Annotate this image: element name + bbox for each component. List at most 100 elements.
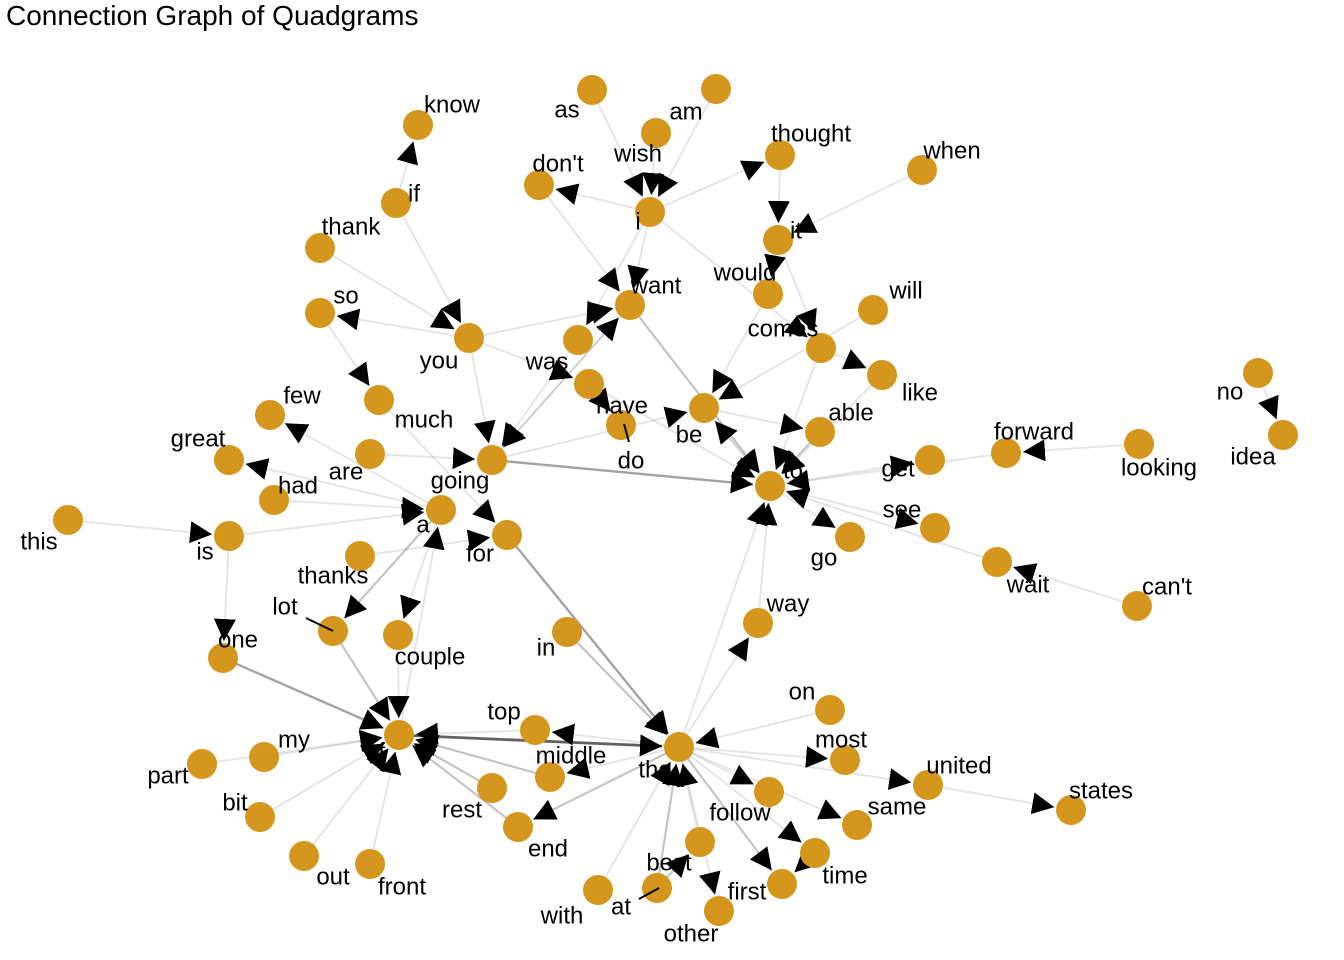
edge-to-to-get xyxy=(769,455,914,487)
node-label-with: with xyxy=(540,902,584,929)
node-to xyxy=(755,471,785,501)
node-label-in: in xyxy=(537,634,556,661)
node-label-comes: comes xyxy=(748,315,819,342)
node-don-t xyxy=(524,170,554,200)
node-bit xyxy=(245,802,275,832)
node-few xyxy=(255,400,285,430)
node-so xyxy=(305,298,335,328)
edge-i-to-comes xyxy=(649,211,809,339)
node-top xyxy=(520,715,550,745)
edge-the-to-top xyxy=(551,723,680,748)
node-label-going: going xyxy=(431,467,490,494)
node-the xyxy=(664,732,694,762)
node-looking xyxy=(1124,429,1154,459)
edge-going-to-be xyxy=(491,406,688,461)
node-label-looking: looking xyxy=(1121,454,1197,481)
node-i xyxy=(635,197,665,227)
node-label-great: great xyxy=(171,425,226,452)
node-label-wait: wait xyxy=(1006,571,1050,598)
node-label-thank: thank xyxy=(322,213,382,240)
node-label-so: so xyxy=(333,282,358,309)
edge-at-to-the xyxy=(655,763,684,889)
edge-wait-to-to xyxy=(785,487,998,563)
edge-are-to-going xyxy=(369,447,476,470)
edge-going-to-to xyxy=(491,458,754,494)
edge-was-to-going xyxy=(501,339,579,447)
node-label-if: if xyxy=(408,180,420,207)
edge-had-to-a xyxy=(273,496,425,519)
node-first xyxy=(767,869,797,899)
node-label-like: like xyxy=(902,379,938,406)
node-label-idea: idea xyxy=(1230,443,1276,470)
edge-top-to-of xyxy=(415,722,536,745)
node-out xyxy=(289,841,319,871)
node-label-other: other xyxy=(664,920,719,947)
edge-much-to-for xyxy=(378,399,497,524)
edge-end-to-of xyxy=(411,744,519,828)
edge-lot-to-of xyxy=(332,630,391,722)
node-label-able: able xyxy=(828,399,873,426)
edge-with-to-the xyxy=(597,761,672,891)
node-label-one: one xyxy=(218,626,258,653)
edge-will-to-be xyxy=(718,309,874,401)
edge-you-to-going xyxy=(468,337,496,444)
node-label-states: states xyxy=(1069,777,1133,804)
edge-you-to-want xyxy=(468,302,614,339)
node-wait xyxy=(982,547,1012,577)
edge-the-to-middle xyxy=(566,746,680,779)
edge-i-to-thought xyxy=(649,160,765,213)
node-label-lot: lot xyxy=(272,593,298,620)
node-label-for: for xyxy=(466,540,494,567)
node-one xyxy=(208,643,238,673)
node-label-thought: thought xyxy=(771,120,851,147)
nodes-layer xyxy=(53,74,1298,926)
edge-is-to-a xyxy=(228,503,425,537)
node-label-my: my xyxy=(278,726,310,753)
node-it xyxy=(763,225,793,255)
node-see xyxy=(920,513,950,543)
node-able xyxy=(805,417,835,447)
edge-the-to-way xyxy=(678,636,750,748)
edge-of-to-a xyxy=(398,526,445,736)
node-label-would: would xyxy=(713,259,777,286)
node-no xyxy=(1243,358,1273,388)
node-label-few: few xyxy=(283,382,321,409)
edge-as-to-i xyxy=(591,89,644,198)
node-label-when: when xyxy=(922,137,980,164)
node-thought xyxy=(765,140,795,170)
node-label-same: same xyxy=(868,793,927,820)
node-label-no: no xyxy=(1217,378,1244,405)
node-label-forward: forward xyxy=(994,418,1074,445)
edge-the-to-most xyxy=(678,745,829,768)
edge-i-to-don-t xyxy=(555,183,651,213)
node-a xyxy=(426,495,456,525)
node-wish xyxy=(641,118,671,148)
node-rest xyxy=(477,773,507,803)
edge-it-to-comes xyxy=(777,239,817,333)
edge-thank-to-you xyxy=(319,247,455,331)
edge-you-to-so xyxy=(336,308,470,339)
node-of xyxy=(384,720,414,750)
node-label-will: will xyxy=(888,277,922,304)
node-label-most: most xyxy=(815,726,867,753)
node-get xyxy=(915,445,945,475)
edge-comes-to-to xyxy=(773,347,822,471)
node-label-are: are xyxy=(329,458,364,485)
node-label-do: do xyxy=(618,447,645,474)
node-are xyxy=(355,439,385,469)
node-label-i: i xyxy=(635,208,640,235)
chart-title: Connection Graph of Quadgrams xyxy=(6,0,418,31)
edge-you-to-have xyxy=(468,337,574,381)
node-thank xyxy=(305,233,335,263)
edge-can-t-to-wait xyxy=(1012,563,1138,607)
node-label-don-t: don't xyxy=(532,150,584,177)
node-label-way: way xyxy=(766,590,810,617)
node-label-at: at xyxy=(611,893,631,920)
node-label-on: on xyxy=(789,678,816,705)
edge-going-to-want xyxy=(491,317,620,461)
node-label-the: the xyxy=(638,756,671,783)
node-label-follow: follow xyxy=(709,799,771,826)
node-if xyxy=(381,188,411,218)
node-part xyxy=(187,749,217,779)
node-label-it: it xyxy=(790,217,802,244)
